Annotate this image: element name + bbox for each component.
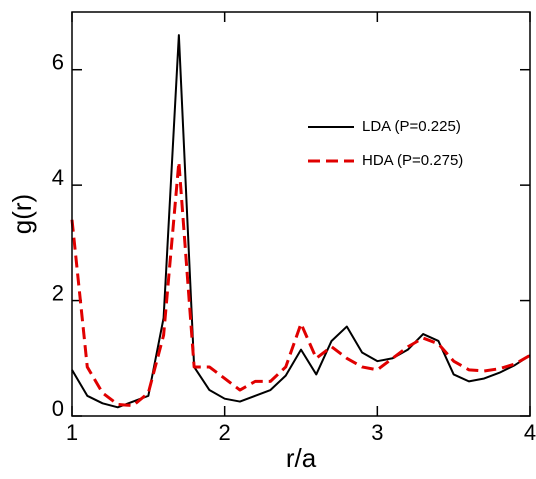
x-tick-label: 2 [219, 420, 231, 445]
legend-label: LDA (P=0.225) [362, 118, 461, 135]
legend-label: HDA (P=0.275) [362, 152, 463, 169]
x-tick-label: 4 [524, 420, 536, 445]
data-line [70, 160, 531, 408]
y-axis-label: g(r) [7, 194, 37, 234]
x-tick-label: 1 [66, 420, 78, 445]
data-line [71, 34, 531, 409]
y-tick-label: 0 [52, 396, 64, 421]
y-tick-label: 6 [52, 50, 64, 75]
x-tick-label: 3 [371, 420, 383, 445]
plot-frame [71, 11, 531, 417]
x-axis-label: r/a [286, 443, 317, 473]
y-tick-label: 2 [52, 280, 64, 305]
y-tick-label: 4 [52, 165, 64, 190]
